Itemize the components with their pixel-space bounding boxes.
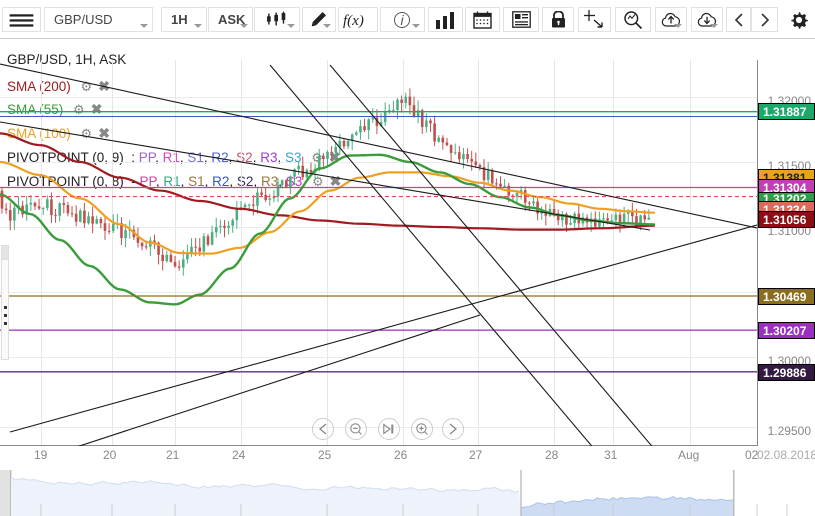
svg-text:f(x): f(x) bbox=[343, 13, 364, 29]
